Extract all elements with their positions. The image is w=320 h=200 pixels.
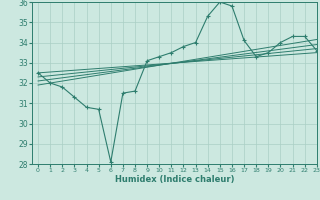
X-axis label: Humidex (Indice chaleur): Humidex (Indice chaleur) (115, 175, 234, 184)
